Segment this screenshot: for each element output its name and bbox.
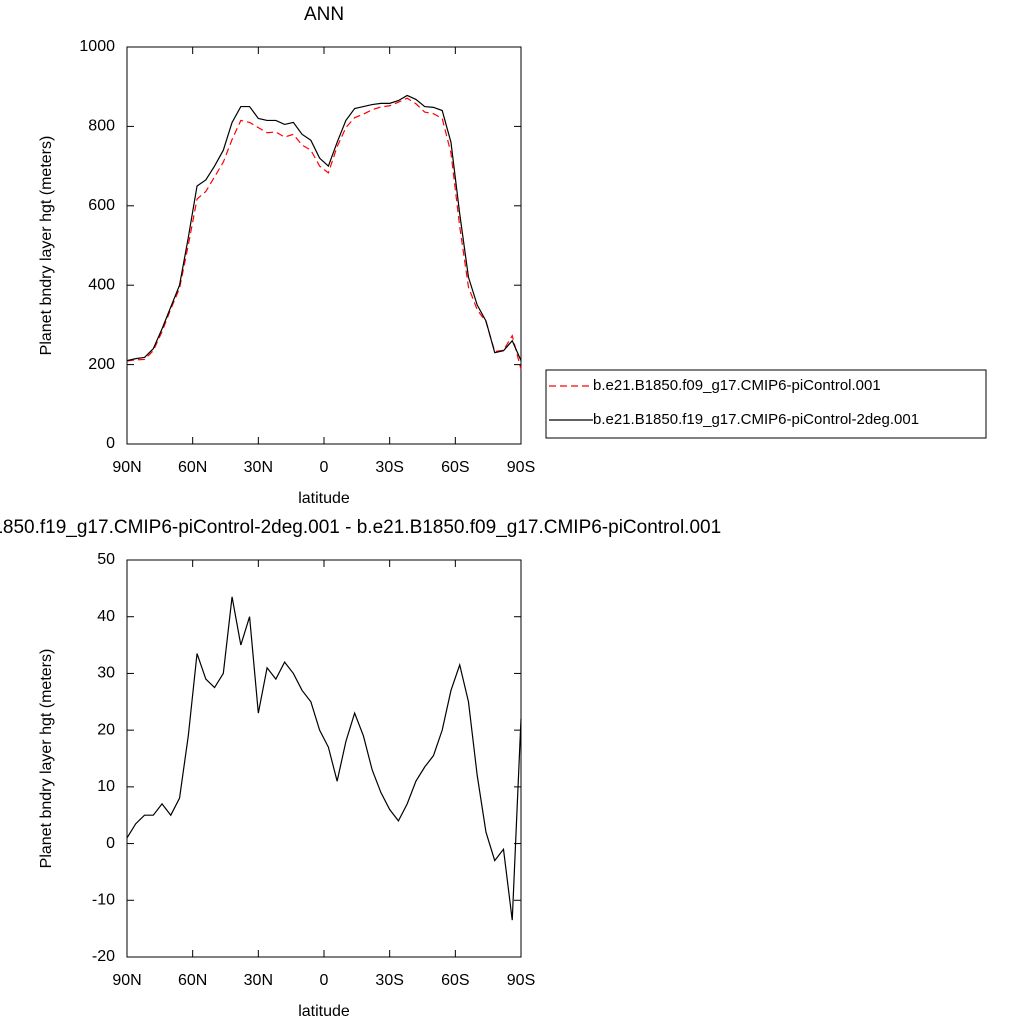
x-tick-label: 0 — [320, 972, 329, 989]
y-tick-label: 40 — [97, 608, 115, 625]
y-tick-label: 10 — [97, 778, 115, 795]
y-tick-label: 50 — [97, 551, 115, 568]
chart-title: b.e21.B1850.f19_g17.CMIP6-piControl-2deg… — [0, 517, 721, 538]
y-axis-label: Planet bndry layer hgt (meters) — [38, 649, 55, 869]
legend-label: b.e21.B1850.f19_g17.CMIP6-piControl-2deg… — [593, 411, 919, 428]
x-tick-label: 30N — [244, 459, 273, 476]
plot-frame — [126, 559, 522, 958]
x-tick-label: 90N — [112, 459, 141, 476]
x-tick-label: 0 — [320, 459, 329, 476]
x-tick-label: 90N — [112, 972, 141, 989]
x-tick-label: 60N — [178, 459, 207, 476]
y-tick-label: 600 — [88, 197, 115, 214]
y-tick-label: 800 — [88, 118, 115, 135]
x-tick-label: 60S — [441, 972, 469, 989]
x-axis-label: latitude — [298, 1003, 350, 1020]
x-tick-label: 30S — [375, 972, 403, 989]
y-tick-label: 0 — [106, 835, 115, 852]
plot-frame — [126, 46, 522, 445]
y-tick-label: 400 — [88, 276, 115, 293]
data-line — [126, 97, 522, 370]
x-tick-label: 30N — [244, 972, 273, 989]
y-tick-label: 0 — [106, 435, 115, 452]
x-axis-label: latitude — [298, 490, 350, 507]
y-tick-label: -20 — [92, 948, 115, 965]
y-axis-label: Planet bndry layer hgt (meters) — [38, 136, 55, 356]
x-tick-label: 90S — [507, 459, 535, 476]
x-tick-label: 30S — [375, 459, 403, 476]
x-tick-label: 90S — [507, 972, 535, 989]
y-tick-label: 200 — [88, 356, 115, 373]
data-line — [126, 94, 522, 362]
y-tick-label: 30 — [97, 665, 115, 682]
data-line — [126, 596, 522, 921]
legend-label: b.e21.B1850.f09_g17.CMIP6-piControl.001 — [593, 377, 881, 394]
y-tick-label: 20 — [97, 721, 115, 738]
x-tick-label: 60S — [441, 459, 469, 476]
y-tick-label: -10 — [92, 892, 115, 909]
chart-title: ANN — [304, 4, 344, 25]
x-tick-label: 60N — [178, 972, 207, 989]
y-tick-label: 1000 — [79, 38, 115, 55]
legend-box — [545, 369, 987, 439]
